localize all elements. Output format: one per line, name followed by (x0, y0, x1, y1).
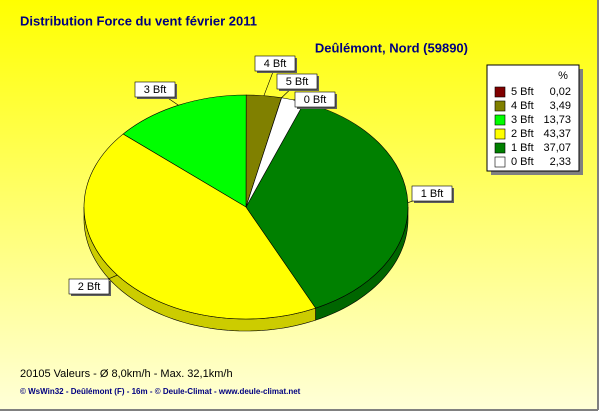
callout-box (411, 185, 453, 202)
callout-box (68, 278, 110, 295)
legend-label: 4 Bft (511, 100, 534, 112)
legend-value: 2,33 (550, 156, 571, 168)
legend-swatch (494, 100, 506, 112)
legend-label: 1 Bft (511, 142, 534, 154)
pie-slice (83, 133, 317, 320)
legend-value: 37,07 (543, 142, 571, 154)
callout-box (276, 73, 318, 90)
legend-swatch (494, 128, 506, 140)
pie-slice (122, 94, 247, 208)
legend-value: 43,37 (543, 128, 571, 140)
callout-label: 0 Bft (304, 94, 327, 106)
callout-box (254, 55, 296, 72)
callout-label: 1 Bft (421, 188, 444, 200)
legend-label: 2 Bft (511, 128, 534, 140)
credit: © WsWin32 - Deûlémont (F) - 16m - © Deul… (20, 387, 301, 396)
legend-label: 0 Bft (511, 156, 534, 168)
callout-box (134, 81, 176, 98)
footer: 20105 Valeurs - Ø 8,0km/h - Max. 32,1km/… (20, 368, 233, 380)
legend-swatch (494, 114, 506, 126)
legend-label: 5 Bft (511, 86, 534, 98)
callout-label: 5 Bft (286, 76, 309, 88)
callout-label: 4 Bft (264, 58, 287, 70)
legend-value: 3,49 (550, 100, 571, 112)
legend-label: 3 Bft (511, 114, 534, 126)
legend-swatch (494, 156, 506, 168)
chart-title: Distribution Force du vent février 2011 (20, 13, 257, 28)
chart-subtitle: Deûlémont, Nord (59890) (315, 40, 468, 55)
legend-value: 13,73 (543, 114, 571, 126)
legend-value: 0,02 (550, 86, 571, 98)
legend-swatch (494, 86, 506, 98)
legend-swatch (494, 142, 506, 154)
callout-label: 2 Bft (78, 281, 101, 293)
callout-box (294, 91, 336, 108)
callout-label: 3 Bft (144, 84, 167, 96)
legend-header: % (558, 70, 568, 82)
